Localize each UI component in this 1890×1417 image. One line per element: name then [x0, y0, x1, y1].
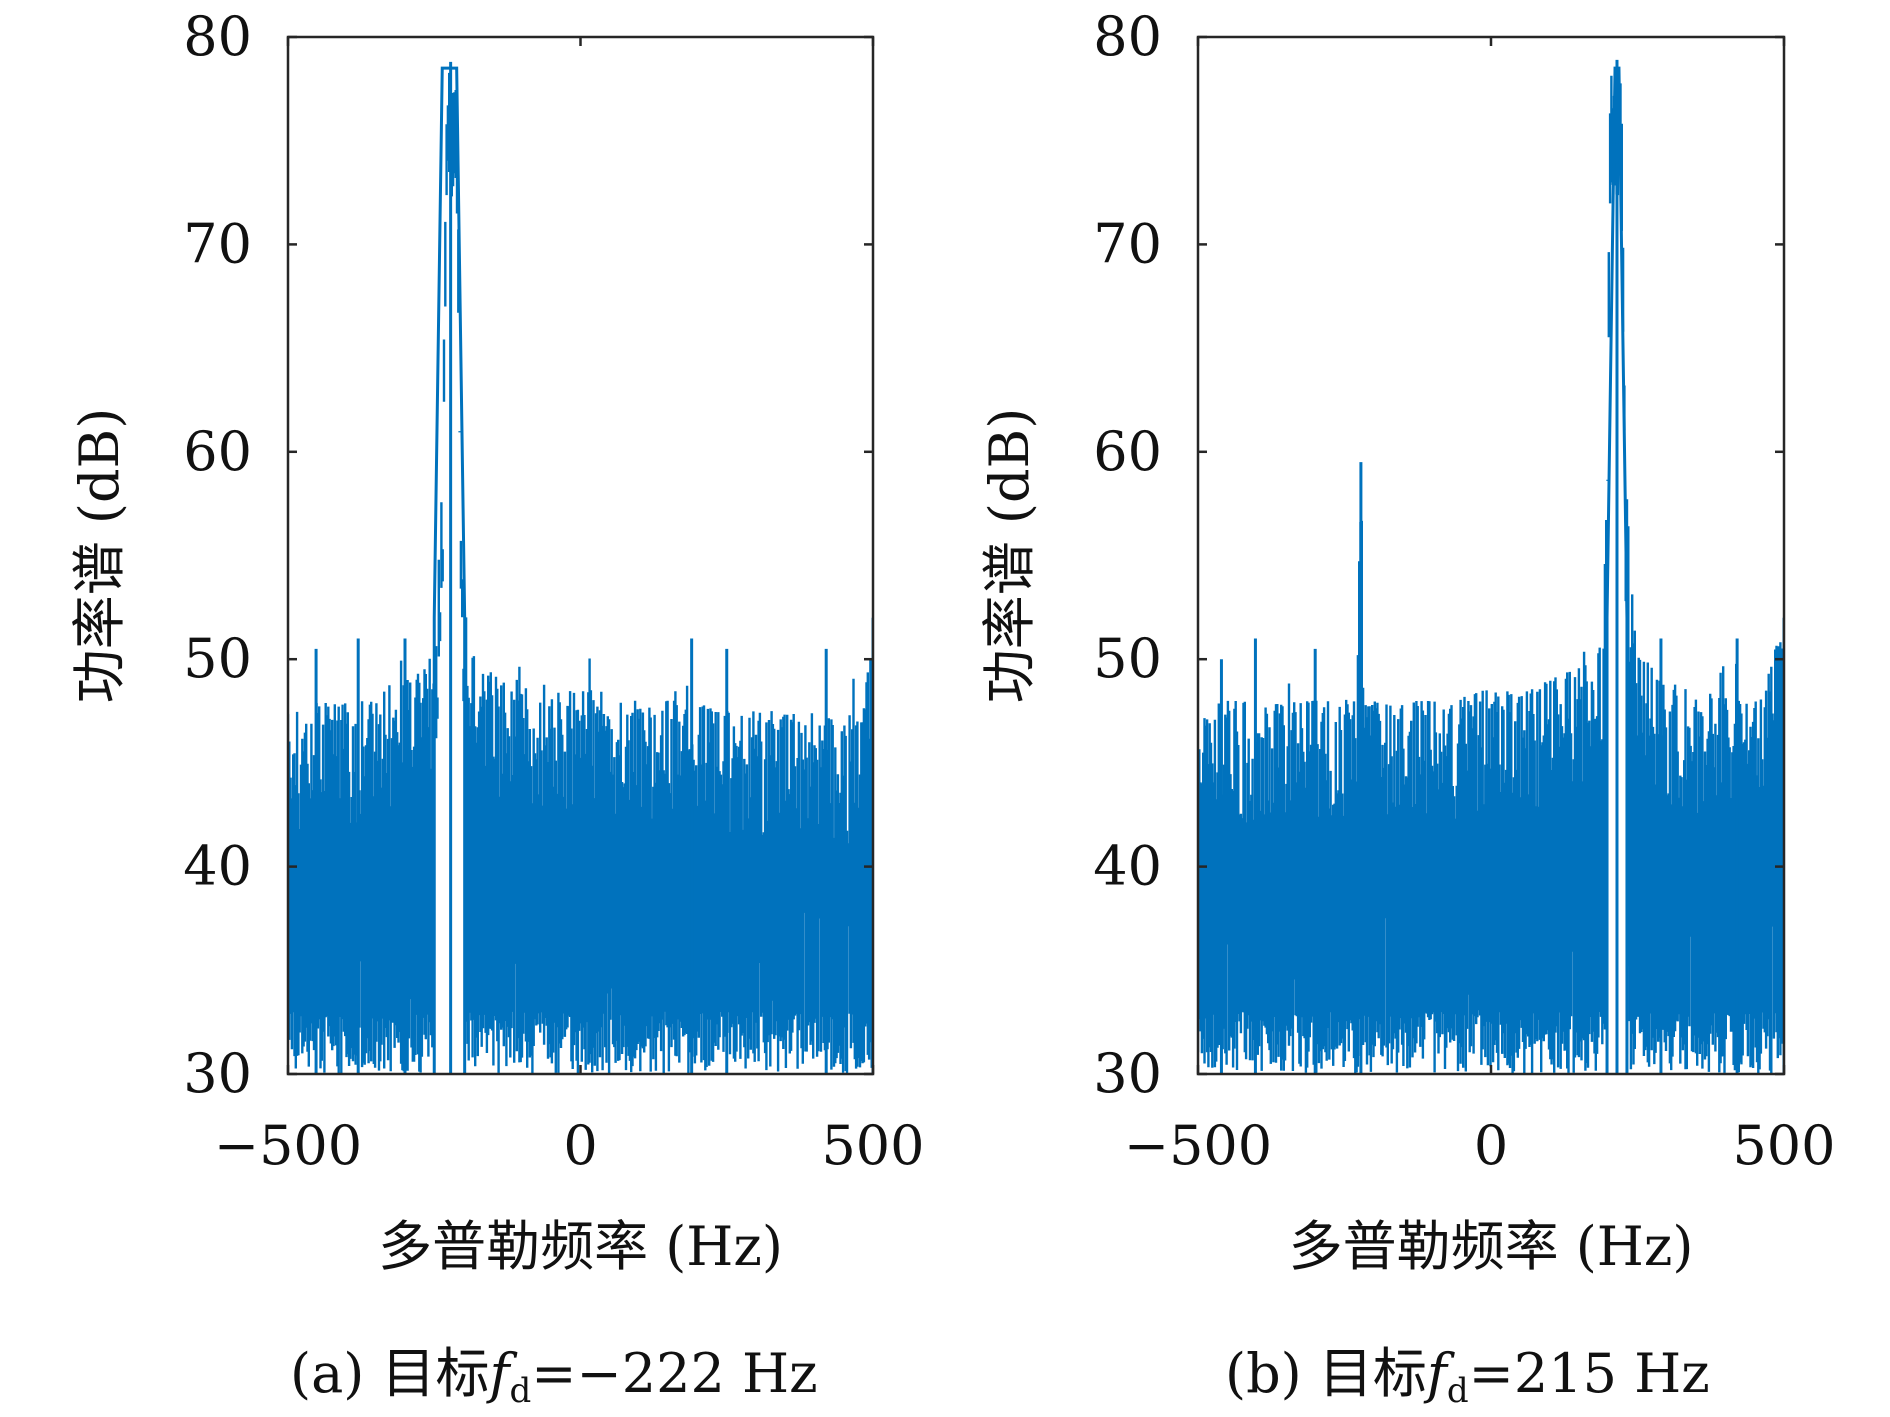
panel-caption: (a) 目标fd=−222 Hz	[290, 1342, 818, 1411]
x-tick-label: −500	[214, 1114, 362, 1177]
x-tick-label: 0	[1474, 1114, 1508, 1177]
x-axis-label: 多普勒频率 (Hz)	[378, 1215, 783, 1278]
y-tick-label: 40	[1093, 835, 1162, 898]
x-axis-label: 多普勒频率 (Hz)	[1289, 1215, 1694, 1278]
y-axis-label: 功率谱 (dB)	[978, 408, 1041, 704]
caption-subscript: d	[1447, 1371, 1469, 1411]
caption-subscript: d	[510, 1371, 532, 1411]
panel-a: 30 40 50 60 70 80 −500 0 500 多普勒频率 (Hz) 功率谱 (dB) (a…	[68, 5, 925, 1411]
spectrum-series	[288, 61, 873, 1074]
x-tick-label: 0	[563, 1114, 597, 1177]
spectrum-trace	[1198, 75, 1784, 1074]
y-tick-label: 80	[183, 5, 252, 68]
y-tick-label: 30	[183, 1042, 252, 1105]
y-tick-label: 40	[183, 835, 252, 898]
y-tick-label: 50	[183, 627, 252, 690]
caption-prefix: (b) 目标	[1225, 1342, 1427, 1405]
y-tick-label: 30	[1093, 1042, 1162, 1105]
y-tick-label: 70	[183, 212, 252, 275]
panel-caption: (b) 目标fd=215 Hz	[1225, 1342, 1710, 1411]
caption-prefix: (a) 目标	[290, 1342, 490, 1405]
y-tick-label: 60	[183, 420, 252, 483]
caption-value: =215 Hz	[1469, 1342, 1710, 1405]
caption-value: =−222 Hz	[531, 1342, 817, 1405]
panel-b: 30 40 50 60 70 80 −500 0 500 多普勒频率 (Hz) 功率谱 (dB) (b…	[978, 5, 1836, 1411]
x-tick-label: 500	[821, 1114, 924, 1177]
y-tick-label: 60	[1093, 420, 1162, 483]
spectrum-series	[1198, 59, 1784, 1074]
x-tick-label: −500	[1124, 1114, 1272, 1177]
spectrum-trace	[288, 72, 873, 1074]
x-tick-label: 500	[1732, 1114, 1835, 1177]
y-tick-label: 70	[1093, 212, 1162, 275]
y-tick-label: 80	[1093, 5, 1162, 68]
y-tick-label: 50	[1093, 627, 1162, 690]
y-axis-label: 功率谱 (dB)	[68, 408, 131, 704]
